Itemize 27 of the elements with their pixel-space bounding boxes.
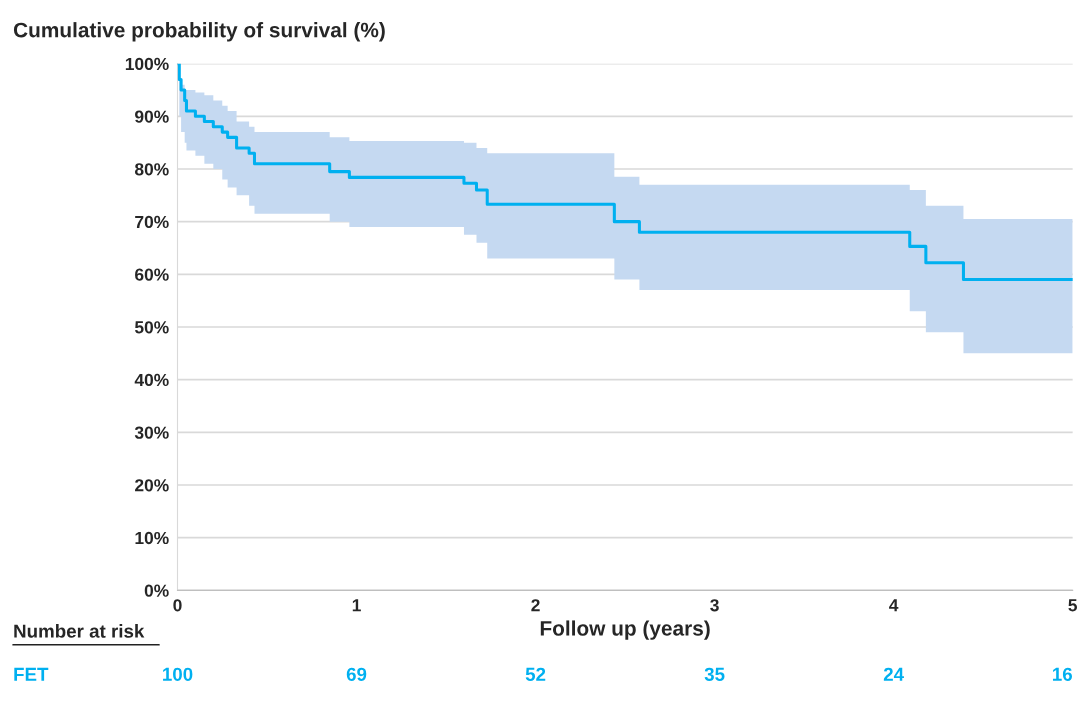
x-tick-label: 1 — [352, 599, 361, 612]
text: 35 — [704, 667, 725, 681]
text: 52 — [525, 667, 546, 681]
text: 24 — [883, 667, 904, 681]
x-tick-label: 5 — [1068, 599, 1078, 612]
y-tick-label: 40% — [134, 373, 169, 387]
y-tick-label: 30% — [134, 426, 169, 439]
text: 100 — [163, 667, 193, 681]
y-tick-label: 60% — [135, 268, 169, 281]
text: Number at risk — [14, 624, 145, 638]
text: 69 — [346, 667, 367, 681]
x-tick-label: 3 — [710, 599, 719, 612]
y-tick-label: 0% — [144, 584, 169, 597]
x-tick-label: 0 — [173, 599, 182, 612]
y-tick-label: 100% — [125, 57, 169, 71]
x-tick-label: 4 — [889, 599, 899, 612]
y-tick-label: 10% — [135, 531, 169, 545]
x-axis-title: Follow up (years) — [540, 620, 710, 640]
text: FET — [14, 667, 49, 681]
y-tick-label: 80% — [134, 163, 169, 176]
text: 16 — [1052, 667, 1072, 681]
y-tick-label: 90% — [135, 110, 169, 123]
y-tick-label: 20% — [135, 479, 169, 492]
y-tick-label: 70% — [135, 215, 169, 229]
x-tick-label: 2 — [531, 599, 540, 612]
y-tick-label: 50% — [134, 321, 169, 334]
chart-title: Cumulative probability of survival (%) — [13, 22, 385, 42]
